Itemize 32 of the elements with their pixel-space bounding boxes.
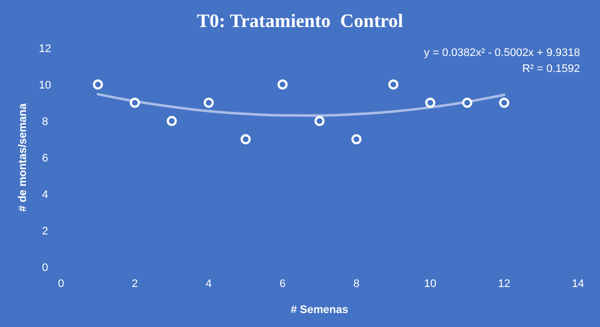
point <box>92 79 104 90</box>
y-tick-label: 0 <box>42 262 48 274</box>
x-axis-title: # Semenas <box>290 304 348 316</box>
point <box>425 98 436 108</box>
point <box>130 98 140 108</box>
point <box>204 98 214 108</box>
x-tick-label: 2 <box>132 278 138 290</box>
point <box>462 98 472 108</box>
y-tick-label: 8 <box>42 116 48 128</box>
point <box>166 116 177 126</box>
point <box>499 98 510 108</box>
x-tick-label: 14 <box>572 278 584 290</box>
y-axis-title: # de montas/semana <box>17 102 29 212</box>
x-tick-label: 6 <box>280 278 286 290</box>
y-tick-label: 4 <box>42 189 48 201</box>
y-tick-label: 10 <box>38 80 52 92</box>
x-tick-label: 0 <box>58 278 64 290</box>
point <box>240 134 251 144</box>
point <box>277 79 288 90</box>
annotation: y = 0.0382x² - 0.5002x + 9.9318 <box>424 47 580 59</box>
x-tick-label: 12 <box>498 278 510 290</box>
point <box>388 79 398 90</box>
chart-title: T0: Tratamiento Control <box>196 11 404 32</box>
y-tick-label: 6 <box>42 152 48 164</box>
x-tick-label: 4 <box>206 278 212 290</box>
annotation: R² = 0.1592 <box>522 63 580 75</box>
x-tick-label: 8 <box>353 278 360 290</box>
x-tick-label: 10 <box>424 278 436 290</box>
point <box>314 116 325 126</box>
y-tick-label: 12 <box>38 43 52 55</box>
y-tick-label: 2 <box>42 226 48 238</box>
point <box>351 134 362 144</box>
